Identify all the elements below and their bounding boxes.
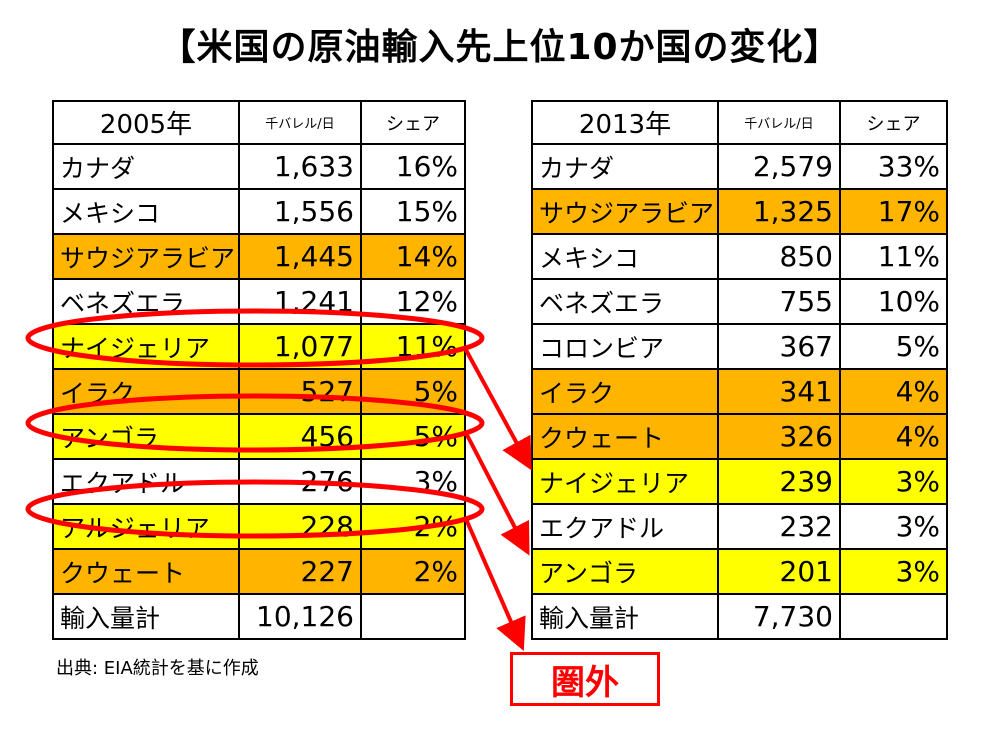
import-volume: 755: [717, 278, 841, 325]
import-volume: 1,633: [238, 143, 362, 190]
share-value: 15%: [360, 188, 466, 235]
circle-angola-2005: [25, 393, 485, 453]
import-volume: 1,556: [238, 188, 362, 235]
total-label: 輸入量計: [531, 593, 719, 640]
import-volume: 227: [238, 548, 362, 595]
country-name: メキシコ: [531, 233, 719, 280]
import-volume: 228: [238, 503, 362, 550]
total-label: 輸入量計: [52, 593, 240, 640]
share-value: 33%: [839, 143, 948, 190]
total-share-empty: [360, 593, 466, 640]
table-header-row: 2013年 千バレル/日 シェア: [531, 100, 948, 145]
import-volume: 1,445: [238, 233, 362, 280]
total-row: 輸入量計 7,730: [531, 593, 948, 640]
header-unit: 千バレル/日: [238, 100, 362, 145]
country-name: ベネズエラ: [531, 278, 719, 325]
share-value: 17%: [839, 188, 948, 235]
arrow-angola: [464, 432, 530, 556]
country-name: クウェート: [531, 413, 719, 460]
country-name: サウジアラビア: [531, 188, 719, 235]
country-name: カナダ: [52, 143, 240, 190]
table-row: クウェート 227 2%: [52, 548, 466, 595]
import-volume: 2,579: [717, 143, 841, 190]
table-row: ナイジェリア 239 3%: [531, 458, 948, 505]
share-value: 3%: [839, 458, 948, 505]
share-value: 4%: [839, 368, 948, 415]
import-volume: 1,325: [717, 188, 841, 235]
table-2005: 2005年 千バレル/日 シェア カナダ 1,633 16% メキシコ 1,556 15% サウジ…: [52, 100, 466, 640]
table-2013: 2013年 千バレル/日 シェア カナダ 2,579 33% サウジアラビア 1,325 17%…: [531, 100, 948, 640]
table-row: サウジアラビア 1,445 14%: [52, 233, 466, 280]
country-name: アンゴラ: [531, 548, 719, 595]
country-name: ナイジェリア: [531, 458, 719, 505]
header-share: シェア: [839, 100, 948, 145]
table-row: メキシコ 1,556 15%: [52, 188, 466, 235]
import-volume: 341: [717, 368, 841, 415]
import-volume: 201: [717, 548, 841, 595]
table-row: カナダ 1,633 16%: [52, 143, 466, 190]
import-volume: 326: [717, 413, 841, 460]
import-volume: 527: [238, 368, 362, 415]
table-row: クウェート 326 4%: [531, 413, 948, 460]
country-name: クウェート: [52, 548, 240, 595]
share-value: 16%: [360, 143, 466, 190]
header-year: 2013年: [531, 100, 719, 145]
import-volume: 232: [717, 503, 841, 550]
page-title: 【米国の原油輸入先上位10か国の変化】: [159, 27, 841, 68]
table-row: メキシコ 850 11%: [531, 233, 948, 280]
table-row: サウジアラビア 1,325 17%: [531, 188, 948, 235]
total-row: 輸入量計 10,126: [52, 593, 466, 640]
arrow-algeria: [464, 518, 526, 651]
share-value: 11%: [839, 233, 948, 280]
header-share: シェア: [360, 100, 466, 145]
table-row: アンゴラ 201 3%: [531, 548, 948, 595]
country-name: コロンビア: [531, 323, 719, 370]
total-share-empty: [839, 593, 948, 640]
source-note: 出典: EIA統計を基に作成: [56, 658, 259, 679]
share-value: 4%: [839, 413, 948, 460]
country-name: エクアドル: [52, 458, 240, 505]
total-volume: 10,126: [238, 593, 362, 640]
header-unit: 千バレル/日: [717, 100, 841, 145]
country-name: メキシコ: [52, 188, 240, 235]
circle-nigeria-2005: [25, 308, 485, 368]
import-volume: 367: [717, 323, 841, 370]
country-name: カナダ: [531, 143, 719, 190]
circle-algeria-2005: [25, 479, 485, 539]
table-header-row: 2005年 千バレル/日 シェア: [52, 100, 466, 145]
share-value: 5%: [839, 323, 948, 370]
share-value: 3%: [839, 548, 948, 595]
table-row: カナダ 2,579 33%: [531, 143, 948, 190]
share-value: 3%: [839, 503, 948, 550]
country-name: イラク: [531, 368, 719, 415]
import-volume: 239: [717, 458, 841, 505]
total-volume: 7,730: [717, 593, 841, 640]
import-volume: 850: [717, 233, 841, 280]
table-row: エクアドル 232 3%: [531, 503, 948, 550]
share-value: 2%: [360, 548, 466, 595]
table-row: イラク 527 5%: [52, 368, 466, 415]
share-value: 14%: [360, 233, 466, 280]
table-row: ベネズエラ 755 10%: [531, 278, 948, 325]
out-of-ranking-label: 圏外: [510, 652, 660, 706]
share-value: 10%: [839, 278, 948, 325]
header-year: 2005年: [52, 100, 240, 145]
table-row: コロンビア 367 5%: [531, 323, 948, 370]
arrow-nigeria: [464, 349, 532, 471]
country-name: エクアドル: [531, 503, 719, 550]
country-name: サウジアラビア: [52, 233, 240, 280]
table-row: イラク 341 4%: [531, 368, 948, 415]
